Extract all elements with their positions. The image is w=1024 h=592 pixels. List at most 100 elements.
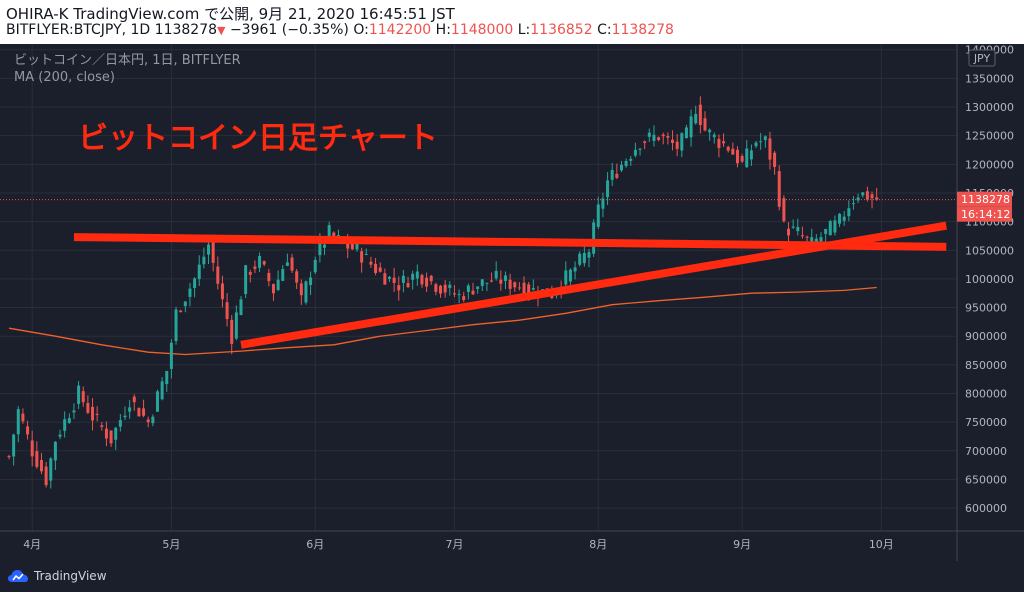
candle bbox=[12, 433, 16, 466]
candle bbox=[7, 454, 11, 460]
candle bbox=[503, 271, 507, 290]
candle bbox=[174, 306, 178, 345]
candle bbox=[271, 283, 275, 301]
candle bbox=[749, 144, 753, 166]
open-value: 1142200 bbox=[368, 22, 432, 38]
candle bbox=[865, 186, 869, 202]
candle bbox=[443, 280, 447, 298]
trendlines bbox=[73, 221, 947, 349]
candle bbox=[861, 192, 865, 198]
candle bbox=[633, 142, 637, 158]
x-tick-label: 7月 bbox=[445, 538, 463, 551]
candle bbox=[531, 279, 535, 291]
y-tick-label: 1200000 bbox=[965, 158, 1014, 171]
candle bbox=[712, 132, 716, 144]
candle bbox=[787, 222, 791, 243]
candle bbox=[684, 124, 688, 139]
candle bbox=[629, 156, 633, 166]
candle bbox=[499, 270, 503, 291]
candle bbox=[759, 132, 763, 150]
candle bbox=[26, 420, 30, 440]
last-price: 1138278 bbox=[154, 22, 218, 38]
candle bbox=[578, 251, 582, 267]
candle bbox=[104, 421, 108, 447]
candle bbox=[434, 282, 438, 296]
candle bbox=[202, 247, 206, 269]
candle bbox=[726, 145, 730, 153]
candle bbox=[689, 109, 693, 147]
candle bbox=[118, 413, 122, 432]
candle bbox=[392, 267, 396, 292]
currency-badge[interactable]: JPY bbox=[968, 49, 996, 67]
y-tick-label: 700000 bbox=[965, 445, 1007, 458]
candle bbox=[666, 132, 670, 145]
candle bbox=[494, 261, 498, 281]
price-chart[interactable]: 600000 650000 700000 750000 800000 850000 9000… bbox=[0, 44, 1024, 561]
candle bbox=[378, 262, 382, 273]
candle bbox=[406, 276, 410, 288]
candle bbox=[420, 273, 424, 288]
candle bbox=[285, 253, 289, 267]
candle bbox=[425, 272, 429, 293]
y-tick-label: 1000000 bbox=[965, 273, 1014, 286]
candle bbox=[652, 125, 656, 147]
candle bbox=[675, 134, 679, 157]
last-price-label: 1138278 16:14:12 bbox=[957, 191, 1012, 222]
candle bbox=[722, 133, 726, 147]
candle bbox=[81, 386, 85, 407]
candle bbox=[875, 187, 879, 201]
price-change: −3961 (−0.35%) bbox=[229, 22, 349, 38]
price-axis: 600000 650000 700000 750000 800000 850000 9000… bbox=[965, 44, 1014, 515]
resistance-trendline[interactable] bbox=[73, 233, 947, 251]
tradingview-logo[interactable]: TradingView bbox=[8, 569, 107, 583]
candle bbox=[234, 305, 238, 341]
candle bbox=[452, 285, 456, 298]
candle bbox=[183, 301, 187, 313]
candle bbox=[369, 256, 373, 268]
candle bbox=[360, 247, 364, 273]
ma-200-line bbox=[8, 286, 877, 356]
candle bbox=[773, 150, 777, 175]
candle bbox=[601, 192, 605, 218]
candle bbox=[851, 196, 855, 210]
open-label: O: bbox=[353, 22, 369, 38]
candle bbox=[596, 196, 600, 230]
candle bbox=[439, 284, 443, 298]
candle bbox=[95, 406, 99, 422]
candle bbox=[856, 193, 860, 204]
currency-badge-text: JPY bbox=[973, 52, 991, 65]
candle bbox=[137, 407, 141, 417]
candle bbox=[146, 416, 150, 428]
ma-layer bbox=[8, 286, 877, 356]
support-trendline[interactable] bbox=[240, 221, 947, 349]
candle bbox=[299, 279, 303, 305]
candle bbox=[44, 461, 48, 488]
candle bbox=[717, 134, 721, 158]
y-tick-label: 650000 bbox=[965, 473, 1007, 486]
candle bbox=[72, 403, 76, 420]
quote-line: BITFLYER:BTCJPY, 1D 1138278▼ −3961 (−0.3… bbox=[6, 22, 674, 38]
candle bbox=[745, 140, 749, 168]
candle bbox=[517, 282, 521, 291]
candle bbox=[587, 248, 591, 268]
candle bbox=[16, 406, 20, 443]
candle bbox=[309, 271, 313, 295]
x-tick-label: 10月 bbox=[869, 538, 894, 551]
candle bbox=[671, 130, 675, 151]
candle bbox=[193, 277, 197, 298]
candle bbox=[258, 252, 262, 273]
candle bbox=[619, 160, 623, 172]
candle bbox=[647, 128, 651, 143]
candle bbox=[870, 191, 874, 209]
candle bbox=[21, 408, 25, 424]
candle bbox=[114, 426, 118, 450]
candle bbox=[128, 400, 132, 419]
candle bbox=[188, 282, 192, 307]
last-price-label-text: 1138278 bbox=[961, 193, 1010, 206]
y-tick-label: 1350000 bbox=[965, 72, 1014, 85]
candle bbox=[708, 128, 712, 141]
close-label: C: bbox=[597, 22, 612, 38]
y-tick-label: 600000 bbox=[965, 502, 1007, 515]
candle bbox=[703, 111, 707, 132]
candle bbox=[323, 243, 327, 256]
